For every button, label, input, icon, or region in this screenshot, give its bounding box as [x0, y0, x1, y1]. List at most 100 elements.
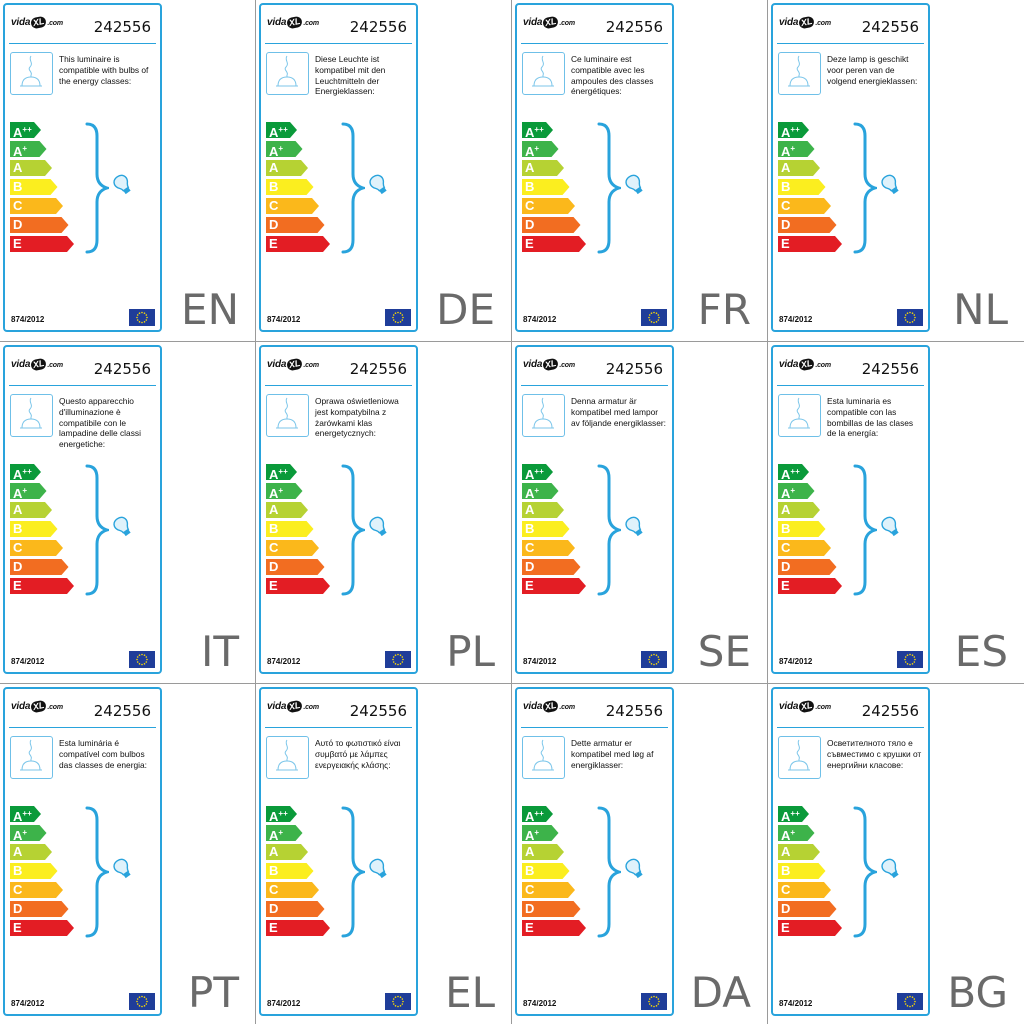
energy-class-letter: B	[13, 863, 23, 878]
energy-class-arrow	[778, 521, 826, 537]
brand-logo: vida XL .com	[523, 699, 575, 714]
energy-class-arrow	[778, 122, 809, 138]
energy-class-letter: A++	[13, 809, 32, 824]
pendant-lamp-icon	[10, 52, 53, 95]
energy-class-arrow	[778, 806, 809, 822]
energy-class-letter: A+	[269, 828, 284, 843]
energy-label-card: vida XL .com 242556 Deze lamp is geschikt vo…	[771, 3, 930, 332]
energy-class-letter: A	[269, 160, 279, 175]
label-cell-se: vida XL .com 242556 Denna armatur är kompati…	[512, 342, 768, 684]
energy-class-arrow	[10, 578, 74, 594]
eu-flag-icon	[129, 309, 155, 326]
energy-class-arrow	[10, 844, 52, 860]
pendant-lamp-icon	[10, 394, 53, 437]
range-brace-icon	[597, 122, 625, 259]
eu-flag-icon	[385, 651, 411, 668]
energy-class-letter: A+	[269, 486, 284, 501]
label-cell-de: vida XL .com 242556 Diese Leuchte ist kompat…	[256, 0, 512, 342]
light-bulb-icon	[367, 173, 393, 202]
light-bulb-icon	[623, 857, 649, 886]
label-cell-pl: vida XL .com 242556 Oprawa oświetleniowa jes…	[256, 342, 512, 684]
energy-class-arrow	[522, 160, 564, 176]
energy-class-letter: A++	[269, 809, 288, 824]
compatibility-text: Осветителното тяло е съвместимо с крушки…	[827, 738, 922, 770]
energy-class-letter: A+	[269, 144, 284, 159]
range-brace-icon	[85, 806, 113, 943]
regulation-number: 874/2012	[267, 315, 301, 324]
regulation-number: 874/2012	[267, 999, 301, 1008]
energy-class-letter: D	[781, 559, 791, 574]
energy-class-arrow	[522, 540, 575, 556]
energy-class-arrow	[10, 882, 63, 898]
energy-class-arrow	[266, 863, 314, 879]
energy-class-letter: D	[269, 217, 279, 232]
energy-class-arrow	[522, 844, 564, 860]
brand-logo: vida XL .com	[523, 15, 575, 30]
energy-class-arrow	[778, 578, 842, 594]
pendant-lamp-icon	[522, 736, 565, 779]
energy-class-arrow	[522, 141, 559, 157]
energy-class-letter: E	[13, 920, 22, 935]
label-cell-da: vida XL .com 242556 Dette armatur er kompati…	[512, 684, 768, 1024]
language-code: BG	[947, 968, 1008, 1017]
energy-class-arrow	[10, 179, 58, 195]
energy-class-letter: E	[781, 578, 790, 593]
energy-class-letter: A+	[781, 828, 796, 843]
energy-class-letter: B	[525, 179, 535, 194]
energy-class-letter: E	[525, 236, 534, 251]
regulation-number: 874/2012	[523, 657, 557, 666]
energy-class-arrow	[522, 198, 575, 214]
brand-logo: vida XL .com	[779, 699, 831, 714]
product-code: 242556	[861, 360, 919, 378]
light-bulb-icon	[367, 857, 393, 886]
product-code: 242556	[93, 702, 151, 720]
regulation-number: 874/2012	[779, 999, 813, 1008]
energy-class-letter: A	[269, 844, 279, 859]
header-divider	[9, 727, 156, 728]
language-code: SE	[697, 627, 751, 676]
energy-class-arrow	[266, 540, 319, 556]
energy-class-arrow	[522, 882, 575, 898]
energy-class-letter: A	[13, 844, 23, 859]
brand-logo: vida XL .com	[11, 357, 63, 372]
brand-logo: vida XL .com	[11, 699, 63, 714]
energy-class-letter: A++	[781, 125, 800, 140]
energy-label-card: vida XL .com 242556 Αυτό το φωτιστικό είναι …	[259, 687, 418, 1016]
header-divider	[777, 43, 924, 44]
compatibility-text: Ce luminaire est compatible avec les amp…	[571, 54, 654, 97]
energy-class-arrow	[778, 141, 815, 157]
light-bulb-icon	[111, 173, 137, 202]
energy-class-letter: B	[269, 521, 279, 536]
brand-logo: vida XL .com	[267, 699, 319, 714]
pendant-lamp-icon	[778, 52, 821, 95]
energy-class-arrow	[10, 141, 47, 157]
energy-class-letter: E	[781, 236, 790, 251]
energy-class-arrow	[522, 179, 570, 195]
energy-label-card: vida XL .com 242556 Ce luminaire est compati…	[515, 3, 674, 332]
energy-class-arrow	[266, 882, 319, 898]
energy-class-letter: E	[13, 578, 22, 593]
energy-class-letter: D	[269, 901, 279, 916]
energy-class-arrow	[10, 236, 74, 252]
energy-class-arrow	[10, 806, 41, 822]
energy-class-arrow	[522, 559, 581, 575]
energy-class-arrow	[522, 901, 581, 917]
regulation-number: 874/2012	[11, 315, 45, 324]
header-divider	[521, 385, 668, 386]
eu-flag-icon	[897, 309, 923, 326]
energy-class-arrow	[778, 217, 837, 233]
energy-class-letter: B	[781, 521, 791, 536]
energy-class-letter: B	[269, 179, 279, 194]
energy-class-arrow	[266, 521, 314, 537]
energy-class-letter: A+	[13, 828, 28, 843]
energy-class-arrow	[266, 559, 325, 575]
range-brace-icon	[341, 464, 369, 601]
energy-class-letter: C	[781, 540, 791, 555]
energy-class-letter: D	[13, 559, 23, 574]
range-brace-icon	[853, 122, 881, 259]
energy-class-arrow	[522, 578, 586, 594]
compatibility-text: Esta luminária é compatível com bulbos d…	[59, 738, 147, 770]
compatibility-text: Deze lamp is geschikt voor peren van de …	[827, 54, 918, 86]
energy-class-arrow	[10, 901, 69, 917]
